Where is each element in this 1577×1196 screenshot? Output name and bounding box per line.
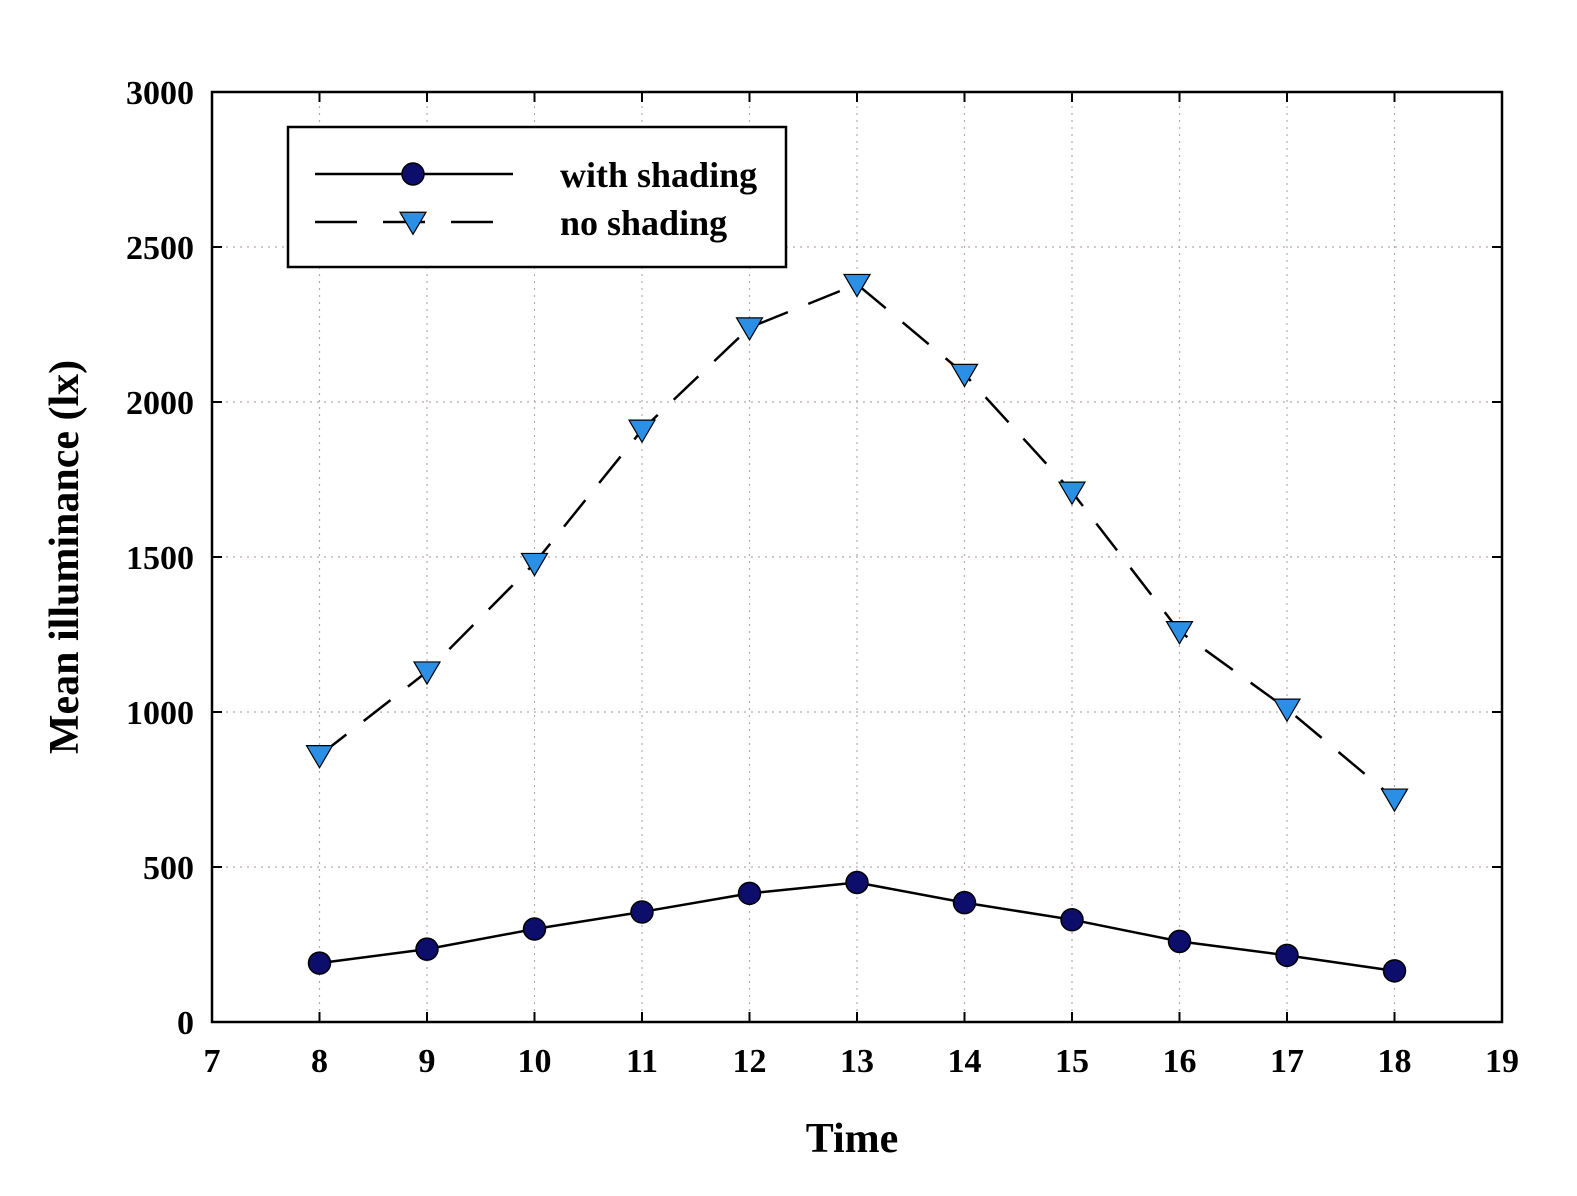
data-point — [1060, 907, 1084, 932]
data-point — [307, 951, 332, 975]
y-tick-label: 2500 — [126, 230, 194, 267]
x-tick-label: 12 — [733, 1043, 767, 1080]
x-tick-label: 17 — [1270, 1043, 1304, 1080]
x-tick-label: 11 — [626, 1043, 658, 1080]
y-axis-title: Mean illuminance (lx) — [42, 360, 88, 754]
y-tick-label: 500 — [143, 850, 194, 887]
x-tick-label: 9 — [419, 1043, 436, 1080]
series-layer — [305, 273, 1409, 983]
x-tick-label: 13 — [840, 1043, 874, 1080]
data-point — [627, 419, 657, 444]
data-point — [1057, 481, 1087, 506]
data-point — [520, 552, 549, 577]
data-point — [630, 900, 654, 924]
x-tick-label: 18 — [1378, 1043, 1412, 1080]
legend-label: with shading — [560, 155, 757, 195]
data-point — [305, 745, 334, 769]
tick-labels: 7 8 9 10 11 12 13 14 15 16 17 18 19 0 500 1000 1500 2000 2… — [126, 75, 1519, 1080]
data-point — [950, 363, 979, 388]
x-tick-label: 14 — [948, 1043, 982, 1080]
y-tick-label: 1000 — [126, 695, 194, 732]
ticks — [211, 91, 1503, 1023]
data-point — [1167, 929, 1192, 954]
y-tick-label: 2000 — [126, 385, 194, 422]
y-tick-label: 0 — [177, 1005, 194, 1042]
data-point — [415, 937, 439, 961]
data-point — [737, 881, 762, 906]
y-tick-label: 1500 — [126, 540, 194, 577]
data-point — [1382, 959, 1407, 983]
data-point — [1165, 621, 1194, 645]
data-point — [412, 661, 442, 686]
x-tick-label: 10 — [518, 1043, 552, 1080]
legend-box — [286, 125, 788, 269]
data-point — [735, 317, 764, 342]
data-point — [1272, 698, 1302, 723]
data-point — [845, 870, 869, 895]
x-tick-label: 8 — [311, 1043, 328, 1080]
series-line — [318, 282, 1396, 800]
x-axis-title: Time — [806, 1116, 899, 1162]
legend-marker-0 — [401, 162, 425, 186]
series-no-shading — [305, 273, 1409, 813]
legend-label: no shading — [560, 203, 727, 243]
data-point — [522, 917, 547, 941]
data-point — [952, 890, 977, 915]
x-tick-label: 16 — [1163, 1043, 1197, 1080]
x-tick-label: 7 — [204, 1043, 221, 1080]
legend-marker-1 — [398, 211, 428, 236]
series-with-shading — [307, 870, 1407, 983]
x-tick-label: 19 — [1485, 1043, 1519, 1080]
data-point — [1380, 788, 1409, 813]
y-tick-label: 3000 — [126, 75, 194, 112]
legend: with shading no shading — [286, 125, 788, 269]
x-tick-label: 15 — [1055, 1043, 1089, 1080]
data-point — [842, 273, 872, 298]
data-point — [1275, 943, 1299, 968]
